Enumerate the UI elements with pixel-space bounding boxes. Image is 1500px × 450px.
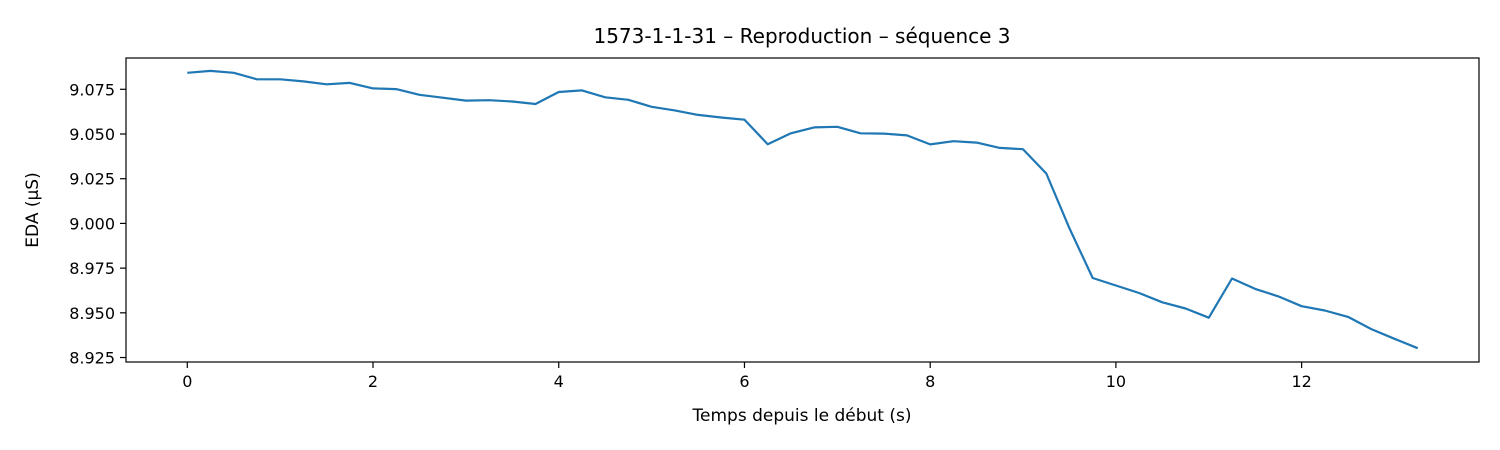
y-axis-ticks: 8.925 8.950 8.975 9.000 9.025 9.050 9.075: [69, 80, 126, 368]
y-tick-label: 9.075: [69, 80, 115, 99]
x-tick-label: 2: [368, 372, 378, 391]
y-tick-label: 9.000: [69, 214, 115, 233]
plot-background: [126, 58, 1479, 362]
y-axis-label: EDA (µS): [23, 172, 43, 247]
plot-frame: [125, 57, 1480, 363]
y-tick-label: 9.025: [69, 170, 115, 189]
y-tick-label: 9.050: [69, 125, 115, 144]
x-tick-label: 8: [925, 372, 935, 391]
x-tick-label: 10: [1106, 372, 1126, 391]
y-tick-label: 8.975: [69, 259, 115, 278]
y-tick-label: 8.925: [69, 349, 115, 368]
x-axis-ticks: 0 2 4 6 8 10 12: [182, 362, 1312, 391]
chart-title: 1573-1-1-31 – Reproduction – séquence 3: [593, 24, 1010, 48]
series-layer: [187, 69, 1419, 350]
x-axis-label: Temps depuis le début (s): [692, 406, 912, 426]
eda-series-line: [187, 69, 1419, 350]
x-tick-label: 0: [182, 372, 192, 391]
x-tick-label: 6: [739, 372, 749, 391]
x-tick-label: 4: [554, 372, 564, 391]
y-tick-label: 8.950: [69, 304, 115, 323]
x-tick-label: 12: [1291, 372, 1311, 391]
